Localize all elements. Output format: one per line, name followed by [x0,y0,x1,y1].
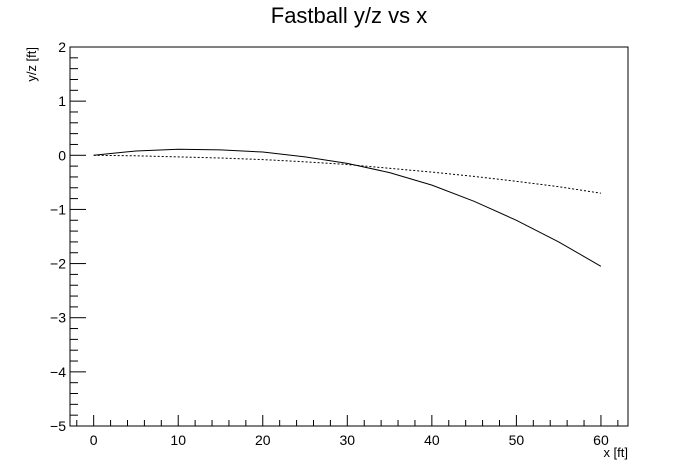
series-line-1 [93,148,602,267]
y-axis-label: y/z [ft] [24,47,39,82]
x-tick-label: 60 [593,432,609,448]
y-tick-label: 1 [58,93,66,109]
x-axis-tick-labels: 0 10 20 30 40 50 60 [90,432,609,448]
y-tick-label: −5 [50,418,66,434]
x-tick-label: 0 [90,432,98,448]
y-axis-tick-labels: −5 −4 −3 −2 −1 0 1 2 [50,39,66,434]
x-tick-label: 10 [170,432,186,448]
y-axis-ticks [70,46,86,427]
y-tick-label: 0 [58,147,66,163]
y-tick-label: −4 [50,364,66,380]
x-tick-label: 30 [340,432,356,448]
series-line-2 [93,154,601,194]
x-tick-label: 40 [424,432,440,448]
series-layer [93,148,602,267]
x-axis-label: x [ft] [603,445,628,460]
y-tick-label: −2 [50,256,66,272]
plot-frame [69,46,629,427]
x-tick-label: 50 [509,432,525,448]
chart-title: Fastball y/z vs x [271,3,427,28]
y-tick-label: 2 [58,39,66,55]
x-tick-label: 20 [255,432,271,448]
y-tick-label: −3 [50,310,66,326]
x-axis-ticks [76,415,619,426]
y-tick-label: −1 [50,201,66,217]
